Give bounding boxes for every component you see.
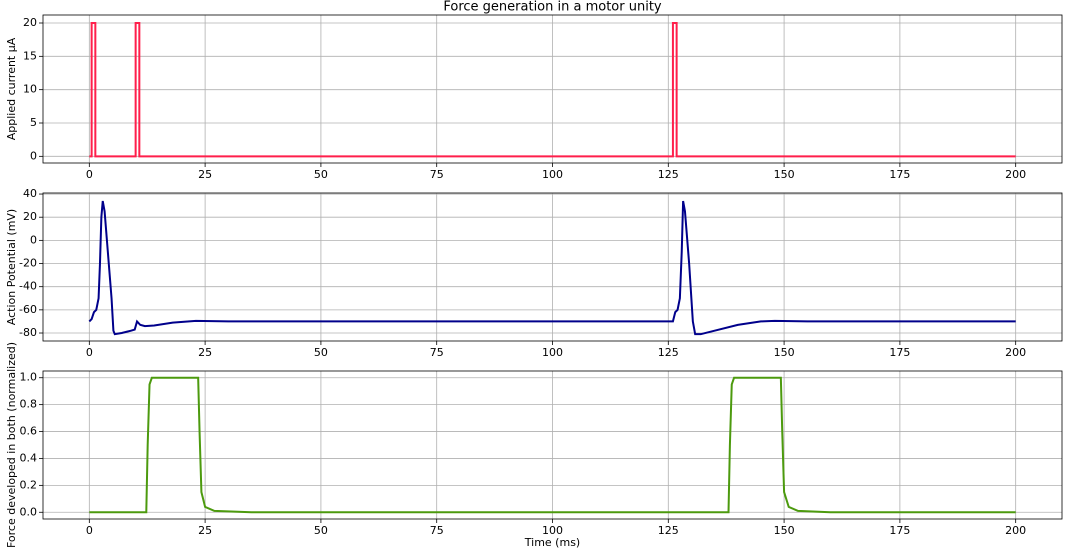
x-tick-label: 150 xyxy=(774,168,795,181)
y-axis-label: Action Potential (mV) xyxy=(5,209,18,325)
y-tick-label: 10 xyxy=(23,83,37,96)
x-tick-label: 75 xyxy=(430,524,444,537)
x-tick-label: 50 xyxy=(314,168,328,181)
y-axis-label: Force developed in both (normalized) xyxy=(5,342,18,548)
x-tick-label: 175 xyxy=(889,524,910,537)
data-line xyxy=(89,376,1016,514)
y-tick-label: 0.8 xyxy=(20,398,38,411)
x-tick-label: 50 xyxy=(314,346,328,359)
x-tick-label: 125 xyxy=(658,168,679,181)
axes-frame xyxy=(42,192,1063,342)
y-tick-label: 0.2 xyxy=(20,478,38,491)
y-tick-label: 5 xyxy=(30,116,37,129)
y-tick-label: 0 xyxy=(30,149,37,162)
x-tick-label: 0 xyxy=(86,524,93,537)
x-tick-label: 175 xyxy=(889,168,910,181)
y-tick-label: 0.4 xyxy=(20,451,38,464)
y-tick-label: 1.0 xyxy=(20,371,38,384)
x-tick-label: 25 xyxy=(198,346,212,359)
y-tick-label: 0.0 xyxy=(20,505,38,518)
y-tick-label: -40 xyxy=(19,280,37,293)
y-tick-label: 40 xyxy=(23,187,37,200)
y-tick-label: 0.6 xyxy=(20,425,38,438)
x-tick-label: 25 xyxy=(198,524,212,537)
axes-frame xyxy=(42,370,1063,520)
x-tick-label: 200 xyxy=(1005,168,1026,181)
y-tick-label: 20 xyxy=(23,16,37,29)
data-line xyxy=(88,200,1016,336)
x-tick-label: 125 xyxy=(658,524,679,537)
x-tick-label: 100 xyxy=(542,346,563,359)
y-tick-label: -60 xyxy=(19,303,37,316)
x-tick-label: 75 xyxy=(430,168,444,181)
y-tick-label: 0 xyxy=(30,233,37,246)
y-tick-label: 15 xyxy=(23,49,37,62)
x-axis-label: Time (ms) xyxy=(524,536,580,549)
x-tick-label: 200 xyxy=(1005,524,1026,537)
y-tick-label: -80 xyxy=(19,326,37,339)
x-tick-label: 150 xyxy=(774,524,795,537)
y-tick-label: 20 xyxy=(23,210,37,223)
x-tick-label: 0 xyxy=(86,346,93,359)
y-tick-label: -20 xyxy=(19,257,37,270)
x-tick-label: 75 xyxy=(430,346,444,359)
x-tick-label: 100 xyxy=(542,524,563,537)
chart-title: Force generation in a motor unity xyxy=(443,0,662,15)
x-tick-label: 25 xyxy=(198,168,212,181)
x-tick-label: 125 xyxy=(658,346,679,359)
data-line xyxy=(89,22,1016,158)
x-tick-label: 50 xyxy=(314,524,328,537)
x-tick-label: 175 xyxy=(889,346,910,359)
x-tick-label: 200 xyxy=(1005,346,1026,359)
x-tick-label: 100 xyxy=(542,168,563,181)
x-tick-label: 150 xyxy=(774,346,795,359)
axes-frame xyxy=(42,14,1063,164)
x-tick-label: 0 xyxy=(86,168,93,181)
y-axis-label: Applied current μA xyxy=(5,37,18,140)
